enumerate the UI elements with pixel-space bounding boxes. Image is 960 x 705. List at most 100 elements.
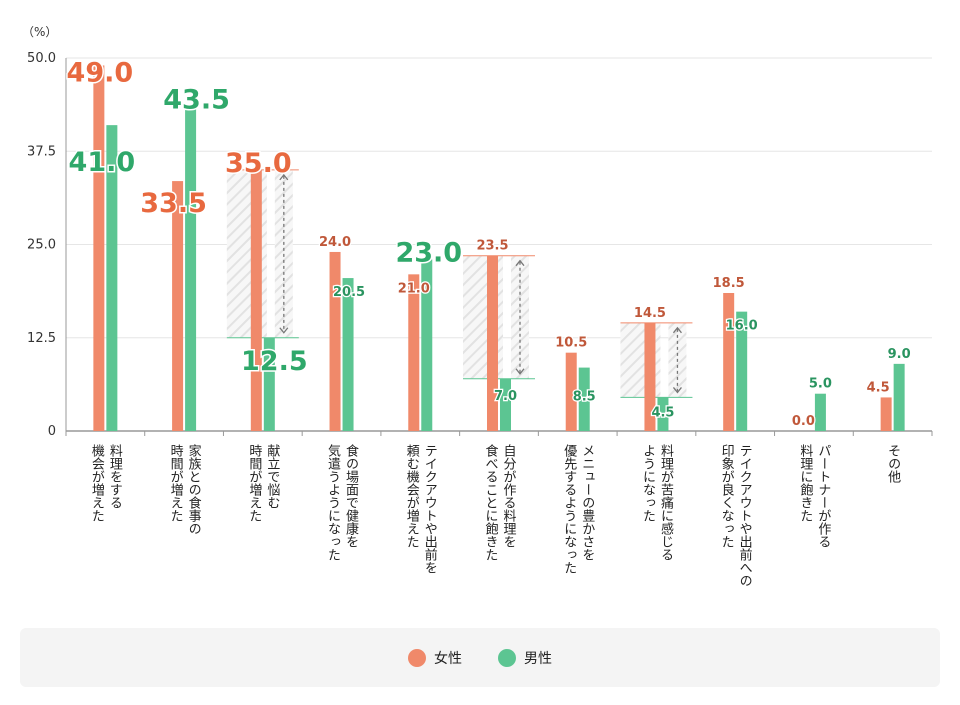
value-label-male: 5.0 [809, 377, 832, 392]
y-tick-label: 37.5 [27, 144, 56, 159]
bar-male [421, 259, 433, 431]
bar-female [487, 255, 498, 431]
bar-female [250, 169, 262, 431]
category-label-line: メニューの豊かさを [579, 444, 595, 561]
category-label-line: 食べることに飽きた [483, 443, 499, 561]
bar-female [723, 292, 735, 431]
value-label-female: 4.5 [867, 380, 890, 395]
value-label-male: 8.5 [573, 390, 596, 405]
value-label-female: 33.5 [140, 188, 207, 219]
bar-male [893, 363, 905, 431]
bar-female [880, 397, 892, 431]
category-label-line: 気遣うようになった [325, 443, 341, 561]
category-label-line: 頼む機会が増えた [404, 444, 420, 548]
value-label-male: 20.5 [333, 285, 365, 300]
category-label-line: 時間が増えた [246, 444, 262, 522]
bar-female [93, 65, 105, 432]
chart-grid [65, 57, 933, 436]
category-label-line: 機会が増えた [89, 444, 105, 522]
value-label-male: 9.0 [888, 347, 911, 362]
bar-male [342, 278, 354, 431]
value-label-female: 35.0 [225, 148, 292, 179]
y-tick-label: 0 [48, 424, 56, 439]
category-label-line: 料理に飽きた [797, 444, 813, 522]
legend-swatch-female [408, 648, 426, 667]
category-label-line: 印象が良くなった [719, 444, 735, 548]
bar-female [644, 322, 656, 431]
category-label-line: 献立で悩む [264, 444, 280, 509]
value-label-male: 23.0 [395, 237, 462, 268]
legend-label-male: 男性 [524, 650, 552, 667]
legend-label-female: 女性 [434, 650, 462, 667]
y-tick-label: 25.0 [27, 238, 56, 253]
value-labels: 49.0 41.033.5 43.5 35.0 12.5 24.0 20.5 21.0 23.0… [65, 56, 912, 430]
gap-arrow-head [672, 326, 682, 334]
category-label-line: ようになった [640, 444, 655, 522]
value-label-female: 24.0 [319, 235, 351, 250]
bar-male [814, 393, 826, 431]
value-label-male: 4.5 [651, 405, 674, 420]
value-label-female: 14.5 [634, 306, 666, 321]
bar-male [578, 367, 590, 431]
category-label-line: 自分が作る料理を [501, 444, 517, 548]
bar-chart: 49.0 41.033.5 43.5 35.0 12.5 24.0 20.5 21.0 23.0… [22, 25, 933, 587]
category-label-line: パートナーが作る [815, 444, 831, 548]
legend-swatch-male [498, 648, 516, 667]
value-label-male: 41.0 [69, 147, 136, 178]
value-label-female: 49.0 [67, 57, 134, 88]
value-label-male: 7.0 [494, 389, 517, 404]
gap-arrow-head [515, 368, 525, 375]
gap-arrow-head [672, 387, 682, 394]
legend-item-female: 女性 [408, 648, 462, 668]
bar-male [263, 337, 275, 431]
value-label-male: 12.5 [241, 346, 308, 377]
value-label-female: 10.5 [555, 336, 587, 351]
bar-female [329, 251, 341, 431]
category-label-line: 家族との食事の [186, 443, 202, 535]
category-label-line: その他 [885, 444, 901, 484]
bar-male [106, 125, 118, 431]
y-axis-ticks: 50.0 37.5 25.0 12.5 0 [27, 51, 56, 439]
bar-male [500, 378, 511, 431]
category-label-line: 料理が苦痛に感じる [658, 444, 674, 561]
value-label-male: 16.0 [726, 319, 758, 334]
bars [93, 65, 905, 432]
category-label-line: 時間が増えた [168, 444, 184, 522]
category-label-line: 料理をする [107, 444, 123, 509]
bar-male [185, 106, 197, 432]
bar-male [736, 311, 748, 431]
gap-arrow-head [515, 259, 525, 267]
bar-male [657, 397, 669, 431]
value-label-female: 18.5 [713, 276, 745, 291]
gap-arrow-head [279, 327, 289, 334]
y-tick-label: 12.5 [27, 331, 56, 346]
category-label-line: 食の場面で健康を [343, 443, 359, 548]
value-label-male: 43.5 [163, 84, 230, 115]
gap-hatch [274, 169, 293, 338]
legend-item-male: 男性 [498, 648, 552, 668]
category-label-line: テイクアウトや出前を [422, 444, 438, 574]
y-tick-label: 50.0 [27, 51, 56, 66]
bar-female [408, 274, 420, 431]
category-label-line: テイクアウトや出前への [737, 444, 753, 587]
gap-arrow-head [279, 173, 289, 181]
bar-female [565, 352, 577, 431]
category-label-line: 優先するようになった [561, 444, 577, 574]
y-axis-unit: （%） [22, 25, 57, 39]
category-label: その他 [885, 444, 901, 484]
bar-female [172, 181, 184, 431]
value-label-female: 23.5 [476, 239, 508, 254]
value-label-female: 21.0 [398, 281, 430, 296]
legend: 女性 男性 [20, 628, 940, 687]
value-label-female: 0.0 [792, 414, 815, 429]
